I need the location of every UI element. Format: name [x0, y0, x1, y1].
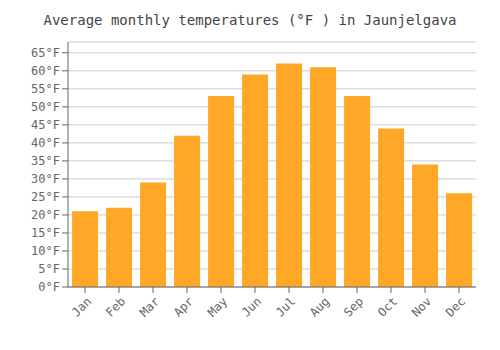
svg-text:Jul: Jul	[273, 294, 298, 319]
svg-text:15°F: 15°F	[31, 226, 60, 240]
svg-text:40°F: 40°F	[31, 136, 60, 150]
svg-text:Dec: Dec	[443, 294, 468, 319]
svg-text:Feb: Feb	[103, 294, 128, 319]
svg-text:20°F: 20°F	[31, 208, 60, 222]
svg-text:55°F: 55°F	[31, 82, 60, 96]
svg-text:Apr: Apr	[171, 294, 196, 319]
svg-text:5°F: 5°F	[38, 262, 60, 276]
svg-text:0°F: 0°F	[38, 280, 60, 294]
svg-text:May: May	[205, 294, 230, 319]
svg-text:60°F: 60°F	[31, 64, 60, 78]
svg-text:50°F: 50°F	[31, 100, 60, 114]
svg-text:Nov: Nov	[409, 294, 434, 319]
svg-text:Oct: Oct	[375, 294, 400, 319]
svg-text:Mar: Mar	[137, 294, 162, 319]
html-text:Average monthly temperatures (: Average monthly temperatures (°F ) in Ja…	[43, 12, 457, 28]
svg-text:30°F: 30°F	[31, 172, 60, 186]
svg-text:65°F: 65°F	[31, 46, 60, 60]
svg-text:10°F: 10°F	[31, 244, 60, 258]
svg-text:Jan: Jan	[69, 294, 94, 319]
svg-text:25°F: 25°F	[31, 190, 60, 204]
svg-text:35°F: 35°F	[31, 154, 60, 168]
svg-text:Sep: Sep	[341, 294, 366, 319]
svg-text:Aug: Aug	[307, 294, 332, 319]
svg-text:Jun: Jun	[239, 294, 264, 319]
svg-text:45°F: 45°F	[31, 118, 60, 132]
